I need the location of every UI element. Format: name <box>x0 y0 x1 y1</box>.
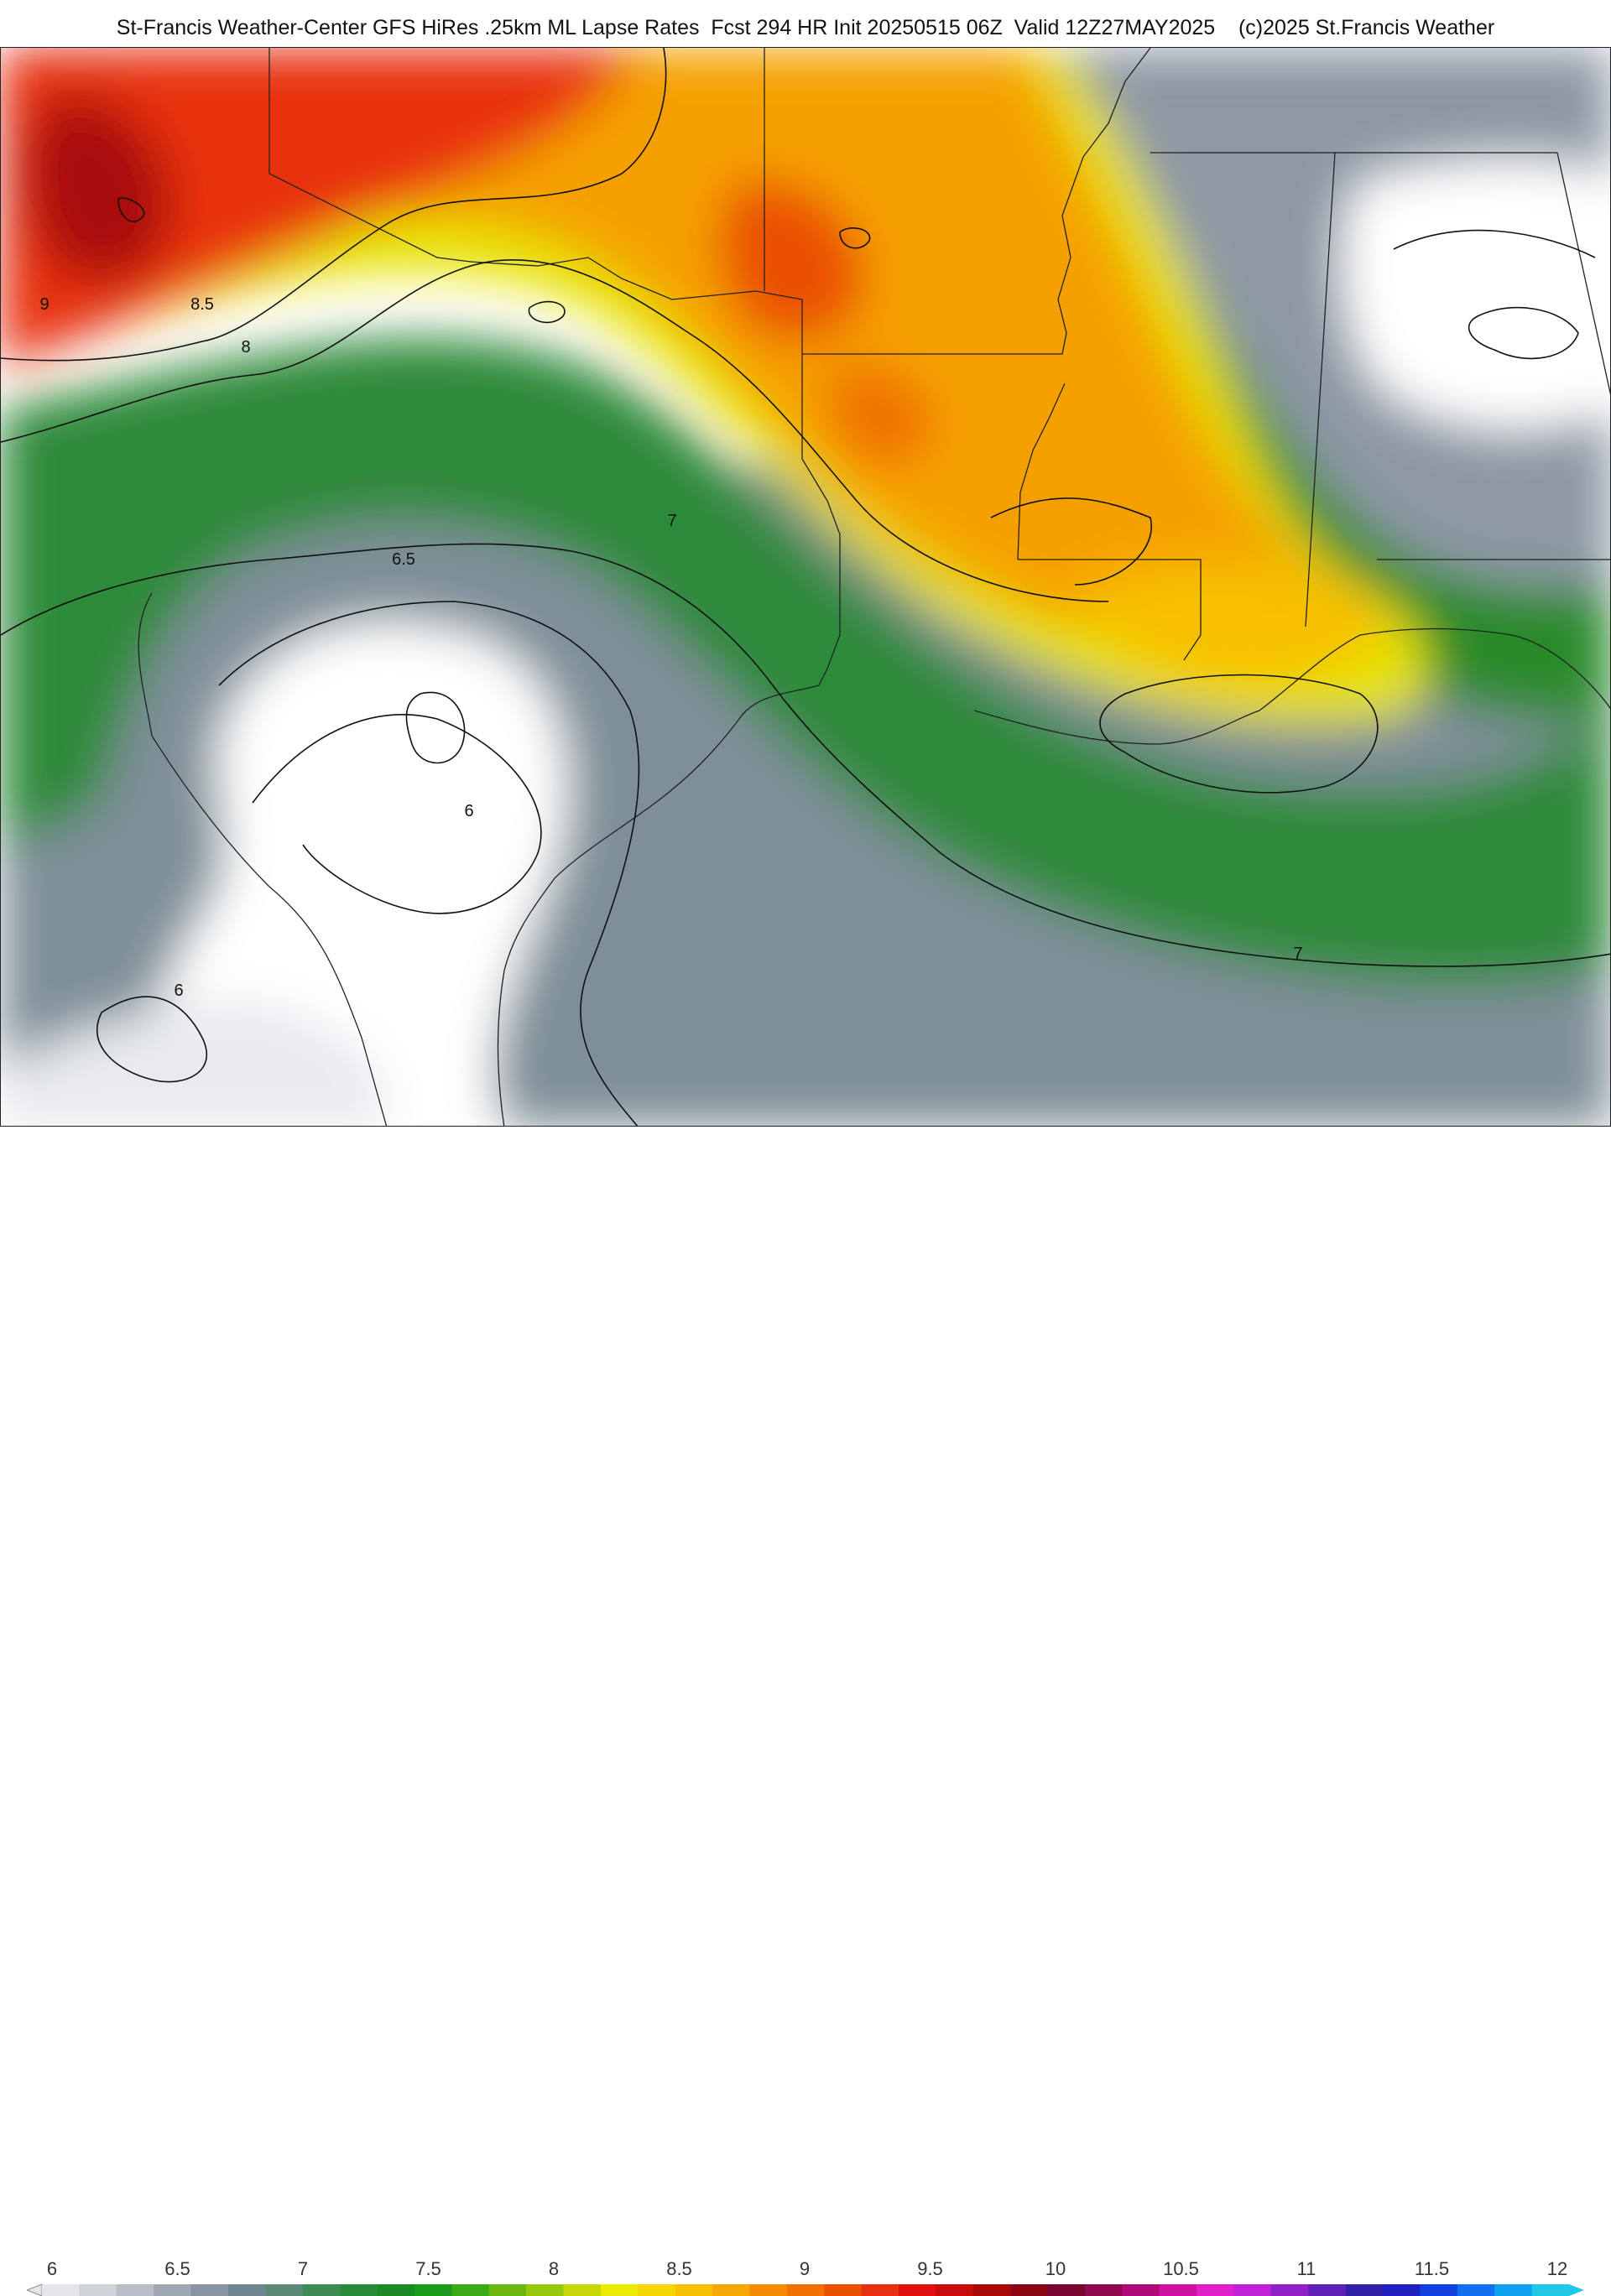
color-bar-swatch <box>1233 2284 1272 2296</box>
color-bar <box>27 2284 1584 2296</box>
color-bar-swatch <box>563 2284 602 2296</box>
color-bar-swatch <box>154 2284 192 2296</box>
color-bar-swatch <box>861 2284 899 2296</box>
color-bar-swatch <box>526 2284 564 2296</box>
color-bar-swatch <box>1531 2284 1570 2296</box>
color-bar-swatch <box>898 2284 936 2296</box>
boundary-lines <box>138 48 1610 1126</box>
color-bar-swatch <box>936 2284 974 2296</box>
color-bar-swatch <box>1308 2284 1347 2296</box>
color-bar-swatch <box>712 2284 750 2296</box>
color-bar-swatch <box>1420 2284 1458 2296</box>
color-bar-swatch <box>600 2284 639 2296</box>
color-bar-swatch <box>265 2284 304 2296</box>
color-bar-swatch <box>1383 2284 1421 2296</box>
color-bar-swatch <box>302 2284 341 2296</box>
contour-label: 6.5 <box>392 550 415 569</box>
contour-label: 7 <box>1293 945 1302 963</box>
color-bar-swatch <box>824 2284 863 2296</box>
color-bar-swatch <box>1159 2284 1197 2296</box>
legend-tick: 12 <box>1546 2258 1568 2279</box>
contour-label: 7 <box>667 512 676 530</box>
color-bar-arrow-low <box>27 2284 43 2296</box>
color-bar-swatch <box>675 2284 713 2296</box>
color-bar-swatch <box>79 2284 117 2296</box>
contour-label: 9 <box>39 295 49 314</box>
contour-label: 8 <box>241 338 250 357</box>
map-canvas: 9 8.5 8 7 6.5 6 6 7 <box>1 48 1610 1126</box>
legend-tick: 10.5 <box>1163 2258 1199 2279</box>
legend-tick: 11.5 <box>1414 2258 1450 2279</box>
color-bar-arrow-high <box>1569 2284 1584 2296</box>
color-bar-swatch <box>1047 2284 1086 2296</box>
legend-tick: 10 <box>1045 2258 1066 2279</box>
color-legend: 6 6.5 7 7.5 8 8.5 9 9.5 10 10.5 11 11.5 … <box>0 1127 1611 2296</box>
color-bar-swatch <box>414 2284 452 2296</box>
contour-label: 8.5 <box>190 295 214 314</box>
color-bar-swatch <box>638 2284 676 2296</box>
legend-tick: 9.5 <box>917 2258 943 2279</box>
color-bar-swatch <box>749 2284 788 2296</box>
color-bar-swatch <box>377 2284 415 2296</box>
color-bar-swatch <box>451 2284 490 2296</box>
legend-tick: 9 <box>799 2258 811 2279</box>
map-title: St-Francis Weather-Center GFS HiRes .25k… <box>116 16 1495 39</box>
color-bar-swatch <box>42 2284 80 2296</box>
color-bar-swatch <box>786 2284 825 2296</box>
color-bar-swatch <box>1197 2284 1234 2296</box>
color-bar-swatch <box>1010 2284 1049 2296</box>
color-bar-swatch <box>227 2284 266 2296</box>
legend-tick: 6 <box>46 2258 58 2279</box>
contour-labels: 9 8.5 8 7 6.5 6 6 7 <box>39 295 1302 1000</box>
legend-tick: 8.5 <box>666 2258 692 2279</box>
lapse-rate-map: 9 8.5 8 7 6.5 6 6 7 <box>0 47 1611 1127</box>
legend-tick: 11 <box>1296 2258 1316 2279</box>
color-bar-swatch <box>1345 2284 1384 2296</box>
legend-tick: 6.5 <box>164 2258 190 2279</box>
color-bar-swatch <box>116 2284 154 2296</box>
contour-label: 6 <box>464 802 473 820</box>
contour-label: 6 <box>174 981 183 1000</box>
color-bar-swatch <box>972 2284 1011 2296</box>
color-bar-swatch <box>1457 2284 1495 2296</box>
legend-tick: 8 <box>548 2258 560 2279</box>
color-bar-swatch <box>1122 2284 1160 2296</box>
color-bar-swatch <box>190 2284 229 2296</box>
color-bar-swatch <box>1084 2284 1123 2296</box>
color-bar-swatch <box>1494 2284 1533 2296</box>
color-bar-swatch <box>488 2284 527 2296</box>
legend-tick: 7 <box>297 2258 309 2279</box>
color-bar-swatch <box>340 2284 378 2296</box>
color-bar-swatch <box>1270 2284 1309 2296</box>
contour-lines <box>1 48 1610 1126</box>
legend-tick: 7.5 <box>415 2258 441 2279</box>
